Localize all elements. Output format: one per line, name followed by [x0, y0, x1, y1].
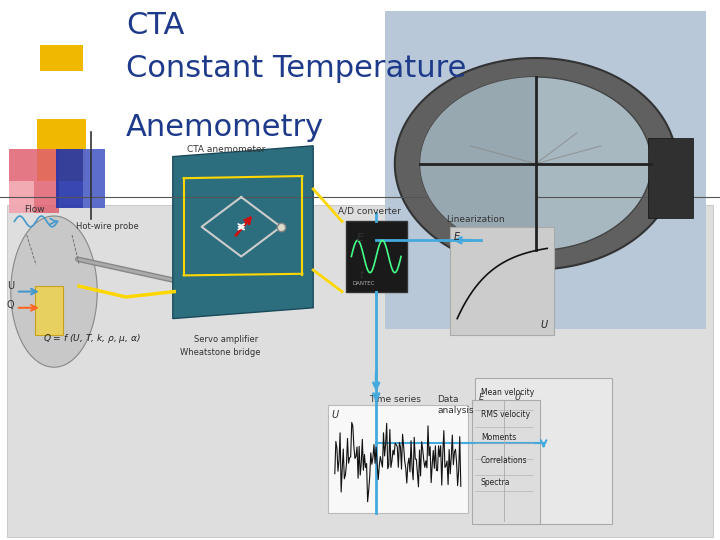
Bar — [83, 148, 105, 208]
Text: Data
analysis: Data analysis — [438, 395, 474, 415]
Text: E: E — [356, 233, 363, 242]
Text: Flow: Flow — [24, 205, 45, 214]
Polygon shape — [395, 58, 677, 269]
Text: Linearization: Linearization — [446, 215, 505, 224]
Bar — [40, 45, 83, 71]
Text: Anemometry: Anemometry — [126, 113, 324, 143]
Text: Wheatstone bridge: Wheatstone bridge — [180, 348, 261, 357]
Bar — [35, 286, 63, 335]
Text: Constant Temperature: Constant Temperature — [126, 54, 467, 83]
Bar — [7, 205, 713, 537]
Text: Q: Q — [6, 300, 14, 310]
Text: U: U — [7, 281, 14, 291]
Text: U: U — [540, 320, 547, 330]
Bar — [9, 181, 34, 213]
Text: E: E — [454, 232, 460, 242]
Text: U: U — [515, 393, 521, 402]
Bar — [472, 400, 540, 524]
Text: t: t — [359, 271, 363, 280]
Text: U: U — [331, 410, 338, 421]
Text: DANTEC: DANTEC — [353, 281, 375, 286]
Bar — [0, 0, 720, 202]
Text: CTA anemometer: CTA anemometer — [187, 145, 266, 154]
Text: Hot-wire probe: Hot-wire probe — [76, 222, 138, 231]
Bar — [328, 405, 468, 513]
Polygon shape — [420, 77, 536, 251]
Text: E: E — [479, 393, 484, 402]
Bar — [56, 148, 105, 208]
Text: Mean velocity: Mean velocity — [481, 388, 534, 397]
Text: Time series: Time series — [369, 395, 421, 404]
Text: Correlations: Correlations — [481, 456, 528, 465]
Text: Servo amplifier: Servo amplifier — [194, 335, 258, 344]
Bar — [9, 148, 59, 213]
Text: RMS velocity: RMS velocity — [481, 410, 530, 420]
Bar — [346, 221, 407, 292]
Bar — [648, 138, 693, 218]
Bar — [385, 11, 706, 329]
Polygon shape — [173, 146, 313, 319]
Bar — [450, 227, 554, 335]
Bar — [37, 119, 86, 181]
Text: Moments: Moments — [481, 433, 516, 442]
Text: CTA: CTA — [126, 11, 184, 40]
Bar — [475, 378, 612, 524]
Polygon shape — [11, 216, 97, 367]
Text: Q = f (U, T, k, $\rho$, $\mu$, $\alpha$): Q = f (U, T, k, $\rho$, $\mu$, $\alpha$) — [43, 332, 141, 345]
Text: Spectra: Spectra — [481, 478, 510, 488]
Polygon shape — [420, 77, 652, 251]
Text: A/D converter: A/D converter — [338, 207, 401, 216]
